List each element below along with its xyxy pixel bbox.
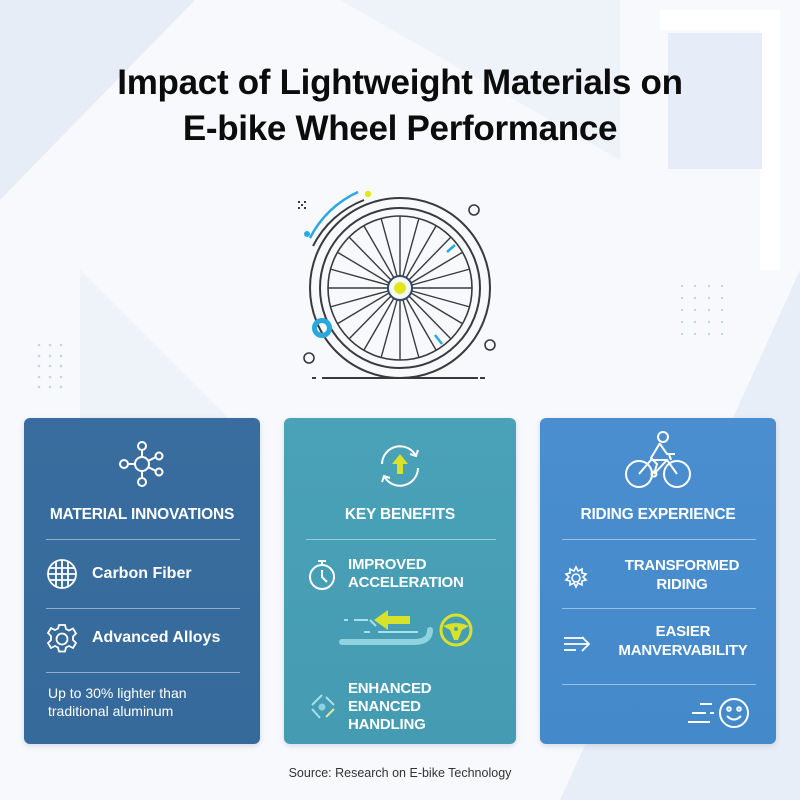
list-item-label: EASIER MANVERVABILITY (618, 623, 748, 659)
divider (46, 539, 240, 540)
gear-icon (46, 622, 78, 654)
list-item-enhanced-handling: ENHANCED ENANCED HANDLING (306, 680, 500, 734)
list-item-label: Carbon Fiber (92, 565, 192, 582)
page-title-line-2: E-bike Wheel Performance (182, 109, 618, 148)
card-heading: KEY BENEFITS (344, 506, 456, 523)
handling-graphic (334, 608, 474, 663)
list-item-label: Advanced Alloys (92, 629, 221, 646)
weight-note: Up to 30% lighter than traditional alumi… (48, 685, 187, 719)
divider (306, 539, 496, 540)
fast-smiley-icon (686, 696, 752, 735)
divider (46, 608, 240, 609)
divider (562, 684, 756, 685)
divider (562, 608, 756, 609)
divider (46, 672, 240, 673)
card-material-innovations: MATERIAL INNOVATIONS Carbon Fiber Advanc… (24, 418, 260, 744)
list-item-label: TRANSFORMED RIDING (624, 557, 740, 593)
list-item-transformed-riding: TRANSFORMED RIDING (562, 556, 760, 594)
list-item-carbon-fiber: Carbon Fiber (46, 558, 244, 590)
sun-gear-icon (562, 564, 590, 592)
list-item-easier-maneuverability: EASIER MANVERVABILITY (562, 622, 760, 660)
network-nodes-icon (112, 434, 172, 499)
page-title: Impact of Lightweight Materials on E-bik… (0, 60, 800, 152)
source-caption: Source: Research on E-bike Technology (288, 766, 512, 780)
page-title-line-1: Impact of Lightweight Materials on (117, 63, 683, 102)
turn-left-arrow-icon (339, 610, 433, 645)
refresh-arrow-up-icon (374, 440, 426, 497)
list-item-advanced-alloys: Advanced Alloys (46, 622, 244, 654)
speed-arrow-icon (562, 634, 592, 654)
list-item-improved-acceleration: IMPROVED ACCELERATION (306, 556, 500, 592)
bicycle-wheel-icon (280, 180, 520, 390)
steering-wheel-icon (439, 613, 473, 647)
list-item-label: IMPROVED ACCELERATION (348, 556, 464, 591)
grid-globe-icon (46, 558, 78, 590)
card-heading: RIDING EXPERIENCE (580, 506, 736, 523)
stopwatch-icon (306, 558, 338, 590)
divider (562, 539, 756, 540)
card-riding-experience: RIDING EXPERIENCE TRANSFORMED RIDING EAS… (540, 418, 776, 744)
card-heading: MATERIAL INNOVATIONS (49, 506, 235, 523)
list-item-label: ENHANCED ENANCED HANDLING (348, 680, 432, 733)
card-key-benefits: KEY BENEFITS IMPROVED ACCELERATION (284, 418, 516, 744)
cyclist-icon (623, 428, 693, 499)
diamond-target-icon (306, 691, 338, 723)
